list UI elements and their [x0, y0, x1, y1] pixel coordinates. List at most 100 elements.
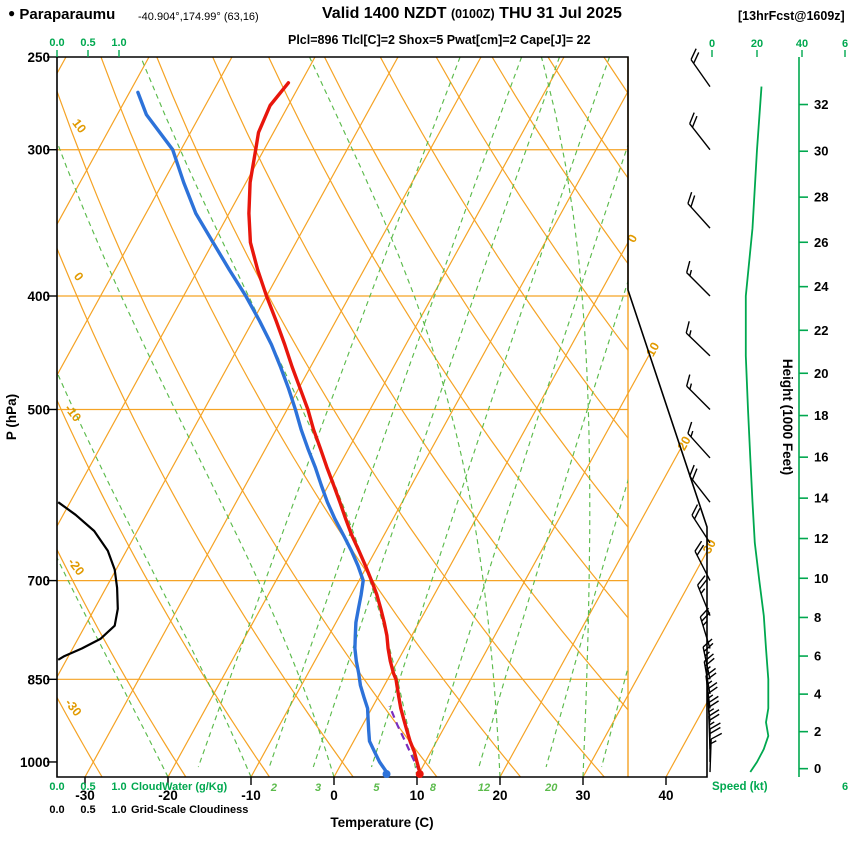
valid-date: THU 31 Jul 2025 — [494, 5, 622, 22]
wind-barb — [696, 575, 711, 616]
moist-adiabat-line — [308, 57, 501, 777]
isotherm-edge-label: 20 — [675, 434, 694, 453]
speed-scale-label: 20 — [751, 38, 763, 50]
cloudiness-scale-label: 0.0 — [49, 804, 64, 816]
height-tick-label: 24 — [814, 279, 829, 294]
cloudiness-axis-title: Grid-Scale Cloudiness — [131, 804, 248, 816]
dry-adiabat-line — [57, 89, 438, 777]
pressure-tick-label: 300 — [27, 143, 50, 158]
mixing-ratio-line — [427, 143, 628, 768]
wind-barb-staff — [689, 123, 711, 151]
cloud-scale-label-top: 0.0 — [49, 37, 64, 49]
wind-barb-full — [707, 686, 718, 695]
wind-barb-full — [693, 507, 701, 520]
height-tick-label: 22 — [814, 323, 828, 338]
temperature-tick-label: -20 — [158, 788, 178, 803]
wind-barb-half — [704, 651, 710, 657]
plot-boundary — [56, 56, 708, 778]
wind-barb-half — [689, 269, 693, 277]
cloud-scale-label-bottom: 0.5 — [80, 781, 95, 793]
mixing-ratio-line — [197, 57, 461, 768]
mixing-ratio-label: 8 — [430, 782, 437, 794]
cloudiness-scale-label: 0.5 — [80, 804, 95, 816]
height-tick-label: 26 — [814, 235, 828, 250]
isotherm-line — [57, 57, 316, 777]
wind-barb-full — [699, 607, 710, 618]
height-tick-label: 6 — [814, 649, 821, 664]
speed-scale-label: 0 — [709, 38, 715, 50]
wind-barb-staff — [687, 432, 711, 459]
wind-barb-full — [708, 709, 720, 717]
temperature-axis-title: Temperature (C) — [330, 815, 433, 830]
wind-barb — [685, 374, 711, 410]
dry-adiabat-line — [268, 57, 628, 619]
wind-barb-full — [689, 112, 695, 124]
isotherm-edge-label: 30 — [700, 537, 719, 556]
height-axis-title: Height (1000 Feet) — [780, 359, 795, 475]
wind-barb-full — [708, 700, 719, 709]
wind-barb — [685, 321, 711, 357]
height-tick-label: 8 — [814, 610, 821, 625]
pressure-tick-label: 400 — [27, 289, 50, 304]
height-tick-label: 30 — [814, 144, 828, 159]
station-bullet-icon: ● — [8, 6, 16, 20]
isotherm-line — [416, 57, 707, 777]
valid-prefix: Valid 1400 NZDT — [322, 5, 451, 22]
dry-adiabat-line — [57, 548, 187, 777]
valid-time: Valid 1400 NZDT (0100Z) THU 31 Jul 2025 — [322, 5, 622, 23]
surface-dewpoint-dot — [382, 770, 391, 779]
pressure-tick-label: 500 — [27, 402, 50, 417]
moist-adiabat-line — [57, 371, 252, 777]
mixing-ratio-line — [312, 57, 561, 768]
height-tick-label: 28 — [814, 190, 828, 205]
wind-barb — [687, 191, 711, 229]
cloud-cover-curve — [57, 501, 119, 661]
wind-barb-full — [706, 672, 717, 681]
isotherm-line — [250, 57, 648, 777]
wind-barb — [689, 464, 711, 503]
isotherm-line — [499, 57, 707, 777]
speed-profile-curve — [744, 86, 770, 773]
wind-barb-full — [705, 667, 716, 677]
isotherm-line — [57, 57, 399, 777]
wind-barb-half — [708, 708, 715, 713]
wind-barb-staff — [699, 616, 711, 649]
wind-barb — [691, 504, 711, 544]
wind-barb-full — [685, 321, 690, 334]
wind-barb-full — [691, 468, 698, 481]
wind-barb-full — [704, 657, 715, 667]
mixing-ratio-label: 2 — [270, 782, 277, 794]
wind-barb-staff — [709, 739, 712, 773]
wind-barb-full — [703, 653, 714, 663]
moist-adiabat-line — [140, 57, 418, 777]
wind-barb-half — [710, 740, 717, 745]
wind-barb-full — [708, 713, 720, 722]
pressure-tick-label: 700 — [27, 574, 50, 589]
height-tick-label: 10 — [814, 571, 828, 586]
dry-adiabat-line — [57, 246, 354, 777]
temperature-tick-label: 20 — [492, 788, 507, 803]
wind-barb-full — [706, 681, 718, 691]
wind-barb-full — [691, 504, 699, 516]
wind-barb — [709, 732, 723, 773]
speed-scale-label-bottom: 6 — [842, 781, 848, 793]
station-title: ● Paraparaumu — [8, 6, 115, 23]
wind-barb-full — [702, 638, 713, 648]
wind-barb-half — [690, 430, 694, 437]
wind-barb-full — [697, 575, 706, 586]
pressure-tick-label: 1000 — [20, 755, 50, 770]
wind-barb-full — [685, 260, 691, 273]
wind-barb-half — [708, 721, 715, 726]
wind-barb-full — [685, 374, 691, 387]
wind-barb-half — [706, 680, 713, 686]
mixing-ratio-label: 5 — [373, 782, 380, 794]
dry-adiabat-edge-label: 0 — [71, 270, 86, 284]
wind-barb-staff — [687, 203, 711, 229]
isotherm-line — [57, 57, 150, 777]
height-tick-label: 12 — [814, 531, 828, 546]
wind-barb — [694, 540, 711, 581]
wind-barb-full — [693, 52, 700, 64]
wind-barb-staff — [696, 584, 711, 616]
forecast-tag: [13hrFcst@1609z] — [738, 9, 845, 23]
dewpoint-curve — [136, 90, 389, 774]
